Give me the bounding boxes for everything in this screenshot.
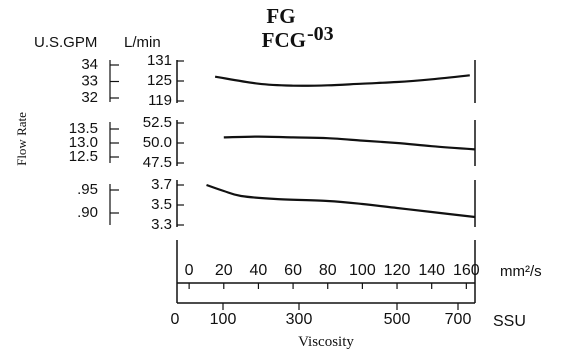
x-top-tick-label: 60	[284, 262, 302, 279]
panel3-flow-curve	[206, 183, 476, 219]
chart-title-suffix: -03	[307, 23, 334, 45]
x-unit-bottom-label: SSU	[493, 313, 526, 330]
panel3-lmin-label: 3.3	[151, 216, 172, 233]
panel2-flow-curve	[223, 135, 476, 151]
x-bottom-tick-label: 0	[171, 311, 180, 328]
x-top-tick-label: 20	[215, 262, 233, 279]
x-top-tick-label: 140	[418, 262, 445, 279]
x-axis-label: Viscosity	[298, 334, 354, 350]
panel1-lmin-label: 131	[147, 52, 172, 69]
unit-lmin-label: L/min	[124, 34, 161, 51]
panel2-gpm-label: 13.5	[69, 120, 98, 137]
x-top-tick-label: 100	[349, 262, 376, 279]
x-bottom-tick-label: 100	[210, 311, 237, 328]
y-axis-label: Flow Rate	[14, 112, 29, 166]
panel2-gpm-label: 13.0	[69, 134, 98, 151]
panel2-lmin-label: 52.5	[143, 114, 172, 131]
panel1-gpm-label: 32	[81, 89, 98, 106]
chart-title-line2: FCG	[262, 28, 306, 52]
panel1-lmin-label: 119	[148, 92, 172, 109]
panel2-gpm-label: 12.5	[69, 148, 98, 165]
panel1-gpm-label: 34	[81, 56, 98, 73]
panel3-gpm-label: .90	[77, 204, 98, 221]
panel3-lmin-label: 3.5	[151, 196, 172, 213]
panel2-lmin-label: 47.5	[143, 154, 172, 171]
x-top-tick-label: 40	[250, 262, 268, 279]
x-top-tick-label: 80	[319, 262, 337, 279]
panel1-gpm-label: 33	[81, 72, 98, 89]
x-bottom-tick-label: 300	[286, 311, 313, 328]
x-bottom-tick-label: 700	[445, 311, 472, 328]
panel1-lmin-label: 125	[147, 72, 172, 89]
x-top-tick-label: 0	[185, 262, 194, 279]
x-unit-top-label: mm²/s	[500, 263, 542, 280]
panel3-lmin-label: 3.7	[151, 176, 172, 193]
x-top-tick-label: 160	[453, 262, 480, 279]
panel-frames	[176, 60, 476, 304]
x-bottom-tick-label: 500	[384, 311, 411, 328]
x-top-tick-label: 120	[384, 262, 411, 279]
panel1-flow-curve	[214, 74, 470, 87]
panel2-lmin-label: 50.0	[143, 134, 172, 151]
unit-gpm-label: U.S.GPM	[34, 34, 97, 51]
panel3-gpm-label: .95	[77, 181, 98, 198]
chart-title-line1: FG	[266, 4, 295, 28]
